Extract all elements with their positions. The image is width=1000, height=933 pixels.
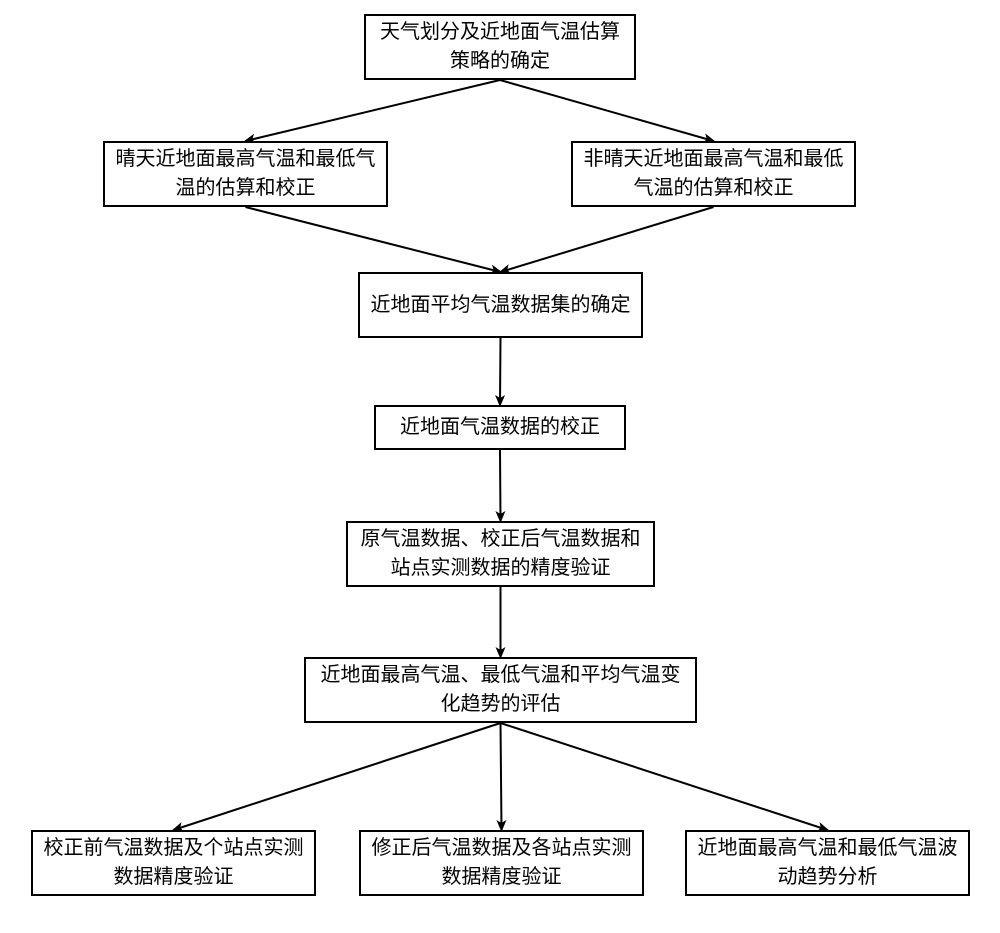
node-label: 近地面平均气温数据集的确定 (371, 291, 631, 320)
flow-node-nonsunny-estimation: 非晴天近地面最高气温和最低气温的估算和校正 (571, 141, 856, 207)
node-label: 非晴天近地面最高气温和最低气温的估算和校正 (581, 145, 846, 203)
node-label: 校正前气温数据及个站点实测数据精度验证 (41, 834, 306, 892)
flow-node-postcorrection-validation: 修正后气温数据及各站点实测数据精度验证 (359, 830, 644, 896)
flow-node-precorrection-validation: 校正前气温数据及个站点实测数据精度验证 (31, 830, 316, 896)
node-label: 天气划分及近地面气温估算策略的确定 (374, 18, 626, 76)
flow-node-temp-correction: 近地面气温数据的校正 (374, 405, 626, 450)
flow-node-avg-temp-dataset: 近地面平均气温数据集的确定 (358, 272, 643, 338)
node-label: 近地面最高气温、最低气温和平均气温变化趋势的评估 (314, 661, 687, 719)
flowchart-edges (0, 0, 1000, 933)
node-label: 近地面气温数据的校正 (400, 413, 600, 442)
node-label: 晴天近地面最高气温和最低气温的估算和校正 (113, 145, 378, 203)
flow-node-fluctuation-trend-analysis: 近地面最高气温和最低气温波动趋势分析 (685, 830, 970, 896)
flow-node-accuracy-validation: 原气温数据、校正后气温数据和站点实测数据的精度验证 (346, 521, 655, 587)
flow-node-sunny-estimation: 晴天近地面最高气温和最低气温的估算和校正 (103, 141, 388, 207)
node-label: 近地面最高气温和最低气温波动趋势分析 (695, 834, 960, 892)
node-label: 修正后气温数据及各站点实测数据精度验证 (369, 834, 634, 892)
node-label: 原气温数据、校正后气温数据和站点实测数据的精度验证 (356, 525, 645, 583)
flow-node-trend-evaluation: 近地面最高气温、最低气温和平均气温变化趋势的评估 (304, 657, 697, 723)
flow-node-weather-classification: 天气划分及近地面气温估算策略的确定 (364, 14, 636, 80)
